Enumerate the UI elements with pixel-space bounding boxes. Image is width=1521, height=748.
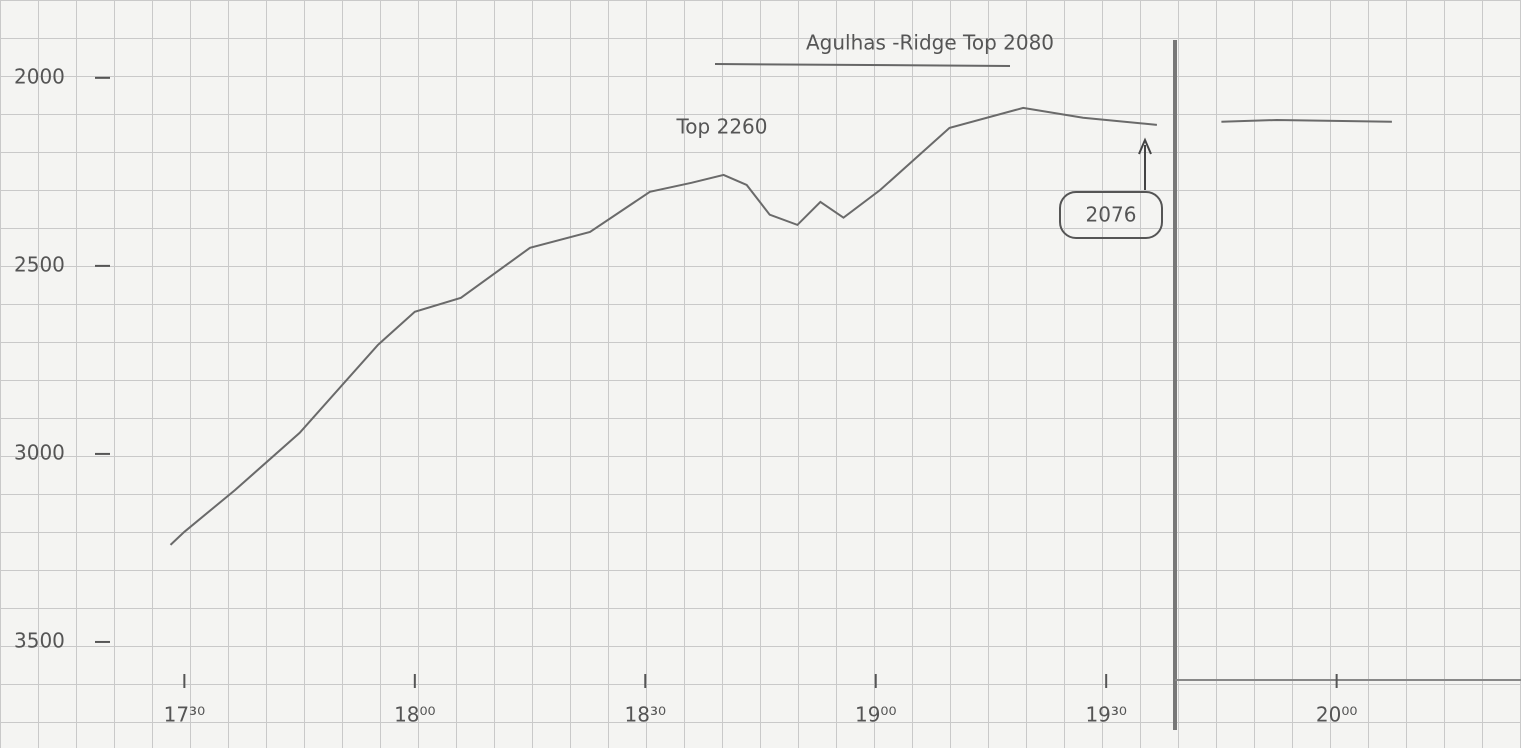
y-tick-label: 3000 (14, 440, 65, 464)
x-tick-label: 20⁰⁰ (1316, 703, 1357, 727)
annotation-top: Top 2260 (675, 115, 767, 139)
x-tick-label: 19³⁰ (1085, 703, 1126, 727)
x-tick-label: 18³⁰ (625, 703, 666, 727)
title-underline (714, 63, 1011, 67)
y-tick-label: 3500 (14, 628, 65, 652)
annotation-box (1059, 191, 1163, 239)
chart-title: Agulhas -Ridge Top 2080 (806, 31, 1054, 55)
y-tick-label: 2000 (14, 64, 65, 88)
depth-line (169, 106, 1392, 546)
x-tick-label: 18⁰⁰ (394, 703, 435, 727)
y-tick-label: 2500 (14, 252, 65, 276)
annotation-arrowhead (1138, 137, 1152, 155)
x-tick-label: 17³⁰ (164, 703, 205, 727)
x-tick-label: 19⁰⁰ (855, 703, 896, 727)
annotation-depth: 2076 (1086, 203, 1137, 227)
